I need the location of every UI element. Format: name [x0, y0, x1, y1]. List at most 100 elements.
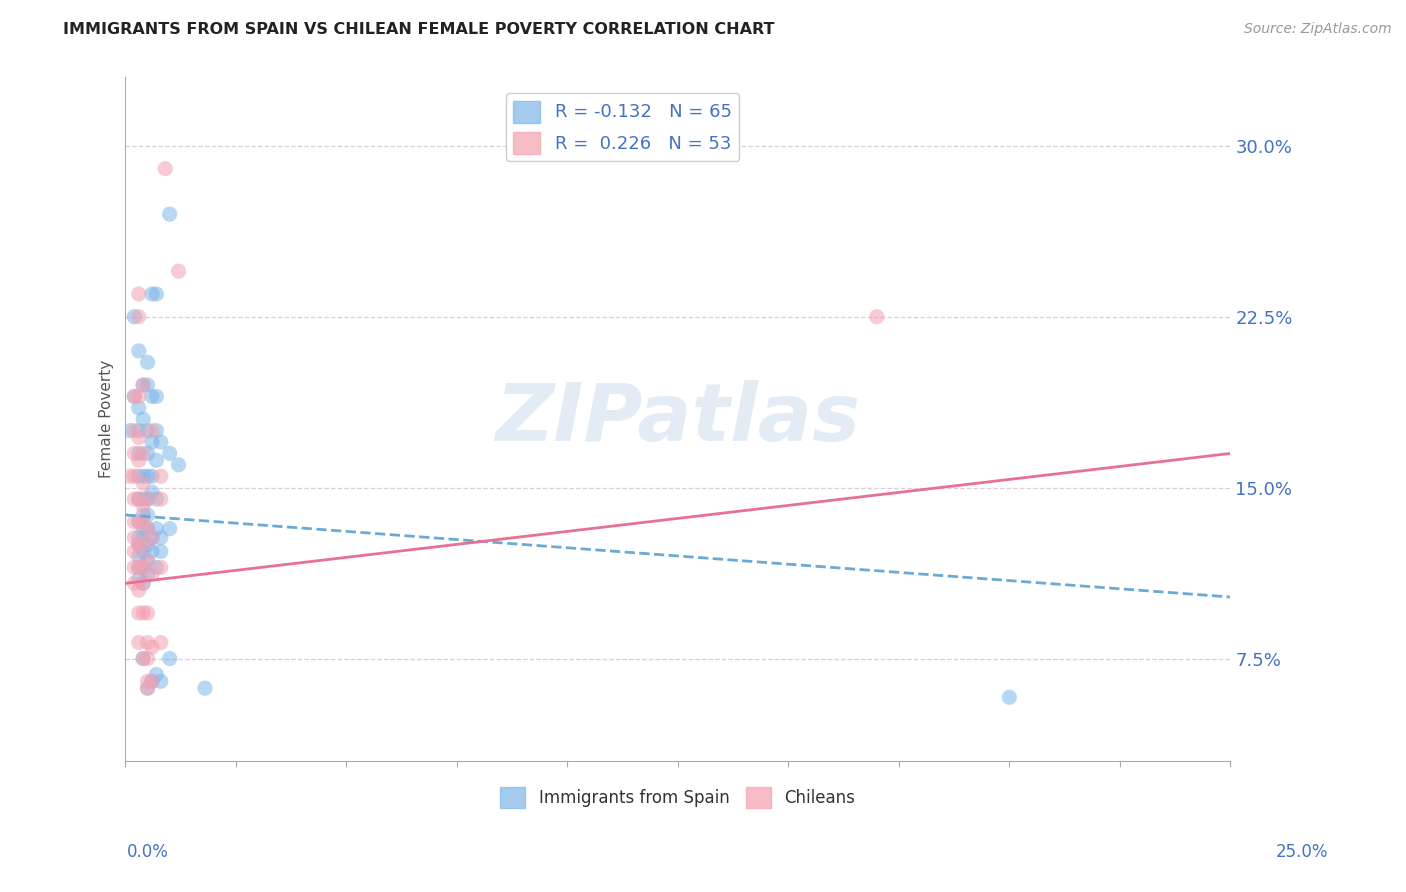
Point — [149, 560, 172, 574]
Point — [132, 412, 155, 426]
Point — [136, 681, 159, 695]
Point — [128, 491, 150, 506]
Point — [141, 544, 163, 558]
Point — [118, 424, 141, 438]
Point — [159, 446, 181, 460]
Point — [149, 674, 172, 689]
Point — [141, 531, 163, 545]
Point — [145, 424, 167, 438]
Point — [132, 499, 155, 513]
Point — [167, 264, 190, 278]
Point — [132, 446, 155, 460]
Point — [136, 355, 159, 369]
Point — [128, 469, 150, 483]
Point — [866, 310, 889, 324]
Point — [124, 491, 146, 506]
Point — [132, 651, 155, 665]
Point — [155, 161, 177, 176]
Point — [141, 287, 163, 301]
Point — [149, 544, 172, 558]
Point — [145, 522, 167, 536]
Point — [128, 515, 150, 529]
Point — [136, 553, 159, 567]
Point — [159, 651, 181, 665]
Point — [136, 553, 159, 567]
Text: 25.0%: 25.0% — [1277, 843, 1329, 861]
Point — [124, 389, 146, 403]
Point — [145, 667, 167, 681]
Point — [128, 635, 150, 649]
Point — [124, 310, 146, 324]
Point — [128, 583, 150, 598]
Point — [141, 531, 163, 545]
Point — [132, 515, 155, 529]
Point — [149, 491, 172, 506]
Point — [132, 576, 155, 591]
Point — [145, 287, 167, 301]
Point — [167, 458, 190, 472]
Point — [128, 343, 150, 358]
Point — [141, 640, 163, 654]
Point — [136, 522, 159, 536]
Point — [149, 435, 172, 450]
Point — [124, 446, 146, 460]
Point — [141, 469, 163, 483]
Point — [124, 544, 146, 558]
Text: ZIPatlas: ZIPatlas — [495, 380, 860, 458]
Point — [128, 560, 150, 574]
Point — [128, 560, 150, 574]
Point — [128, 515, 150, 529]
Point — [136, 651, 159, 665]
Point — [132, 508, 155, 522]
Point — [136, 538, 159, 552]
Point — [132, 576, 155, 591]
Point — [132, 560, 155, 574]
Point — [128, 310, 150, 324]
Point — [136, 522, 159, 536]
Y-axis label: Female Poverty: Female Poverty — [100, 360, 114, 478]
Point — [159, 522, 181, 536]
Point — [145, 560, 167, 574]
Point — [128, 401, 150, 415]
Text: IMMIGRANTS FROM SPAIN VS CHILEAN FEMALE POVERTY CORRELATION CHART: IMMIGRANTS FROM SPAIN VS CHILEAN FEMALE … — [63, 22, 775, 37]
Point — [141, 674, 163, 689]
Point — [136, 508, 159, 522]
Point — [136, 378, 159, 392]
Text: 0.0%: 0.0% — [127, 843, 169, 861]
Point — [141, 485, 163, 500]
Point — [132, 522, 155, 536]
Point — [136, 491, 159, 506]
Point — [141, 389, 163, 403]
Point — [132, 651, 155, 665]
Point — [132, 378, 155, 392]
Point — [149, 469, 172, 483]
Point — [145, 453, 167, 467]
Point — [128, 538, 150, 552]
Point — [132, 606, 155, 620]
Point — [998, 690, 1021, 705]
Point — [124, 576, 146, 591]
Point — [149, 531, 172, 545]
Point — [128, 538, 150, 552]
Point — [136, 424, 159, 438]
Legend: Immigrants from Spain, Chileans: Immigrants from Spain, Chileans — [494, 780, 862, 814]
Point — [132, 538, 155, 552]
Point — [128, 389, 150, 403]
Point — [128, 531, 150, 545]
Point — [118, 469, 141, 483]
Point — [132, 491, 155, 506]
Point — [128, 572, 150, 586]
Point — [128, 606, 150, 620]
Point — [132, 544, 155, 558]
Point — [145, 491, 167, 506]
Point — [128, 453, 150, 467]
Point — [136, 446, 159, 460]
Point — [132, 531, 155, 545]
Point — [124, 531, 146, 545]
Point — [124, 515, 146, 529]
Point — [141, 674, 163, 689]
Point — [141, 424, 163, 438]
Point — [128, 424, 150, 438]
Point — [136, 681, 159, 695]
Point — [141, 567, 163, 582]
